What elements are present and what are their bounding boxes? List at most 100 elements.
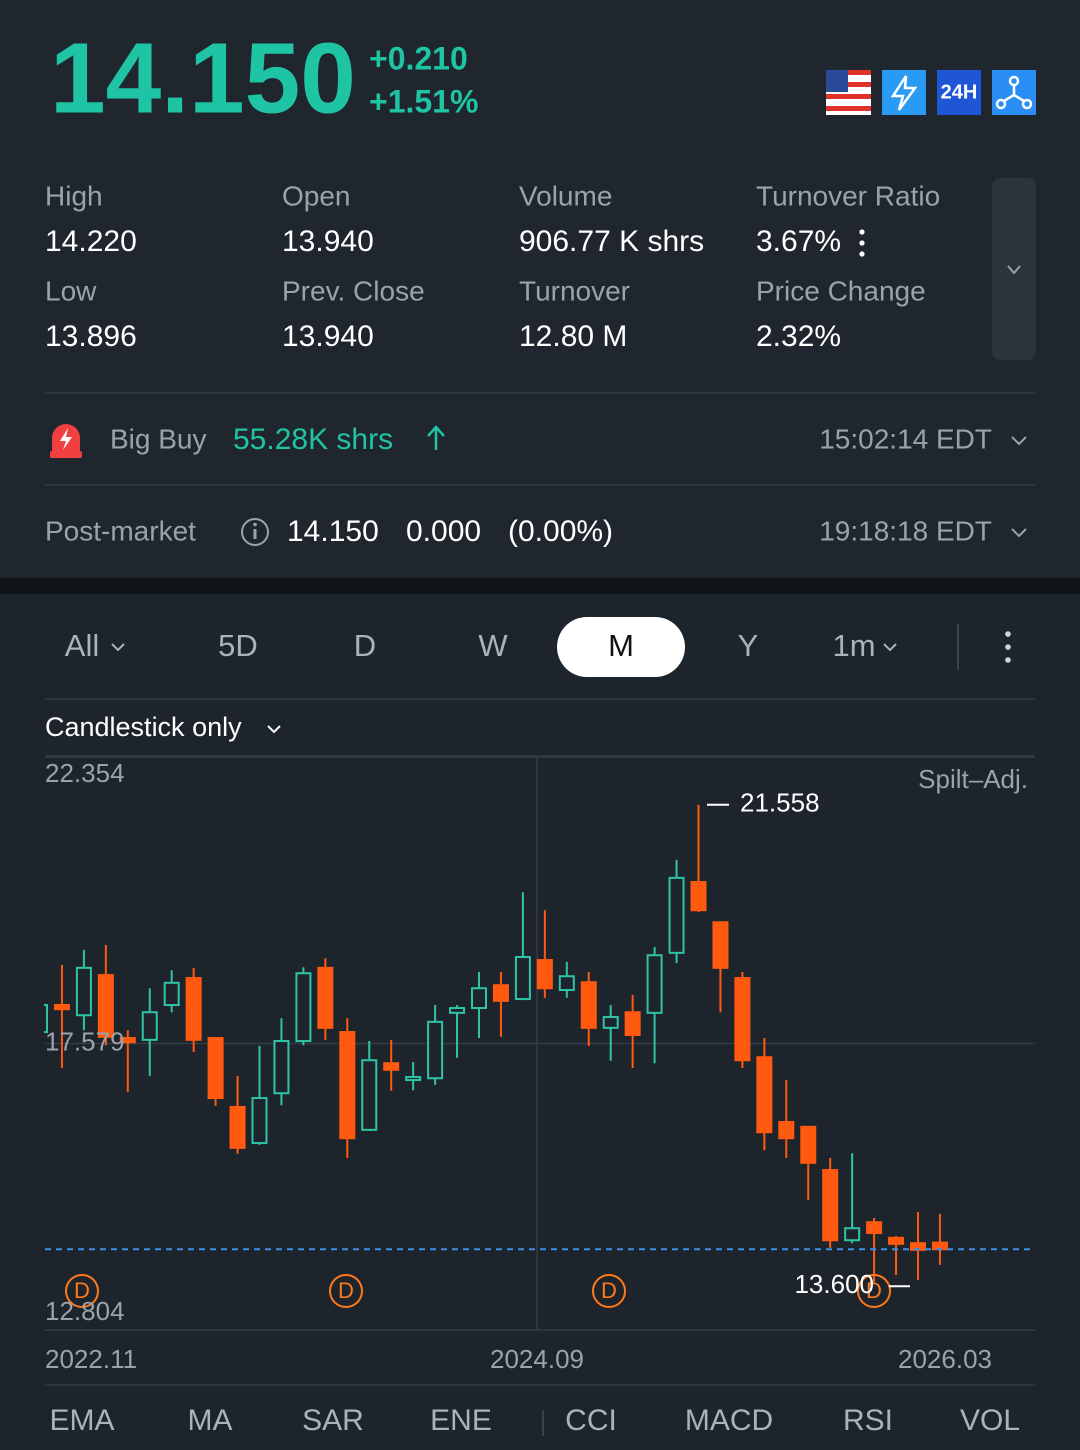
candle-body xyxy=(295,972,312,1043)
indicator-tabs: EMA MA SAR ENE CCI MACD RSI VOL xyxy=(49,1404,1020,1437)
high-label: 21.558 xyxy=(740,788,820,818)
expand-stats[interactable] xyxy=(992,178,1036,360)
big-buy-label: Big Buy xyxy=(110,423,207,454)
dividend-marker xyxy=(592,1274,626,1308)
candle-body xyxy=(361,1059,378,1131)
y-tick-label: 12.804 xyxy=(45,1296,125,1326)
tab-selected-pill xyxy=(557,617,685,677)
candle-body xyxy=(207,1037,224,1100)
big-buy-time[interactable]: 15:02:14 EDT xyxy=(819,423,992,454)
period-tab[interactable]: D xyxy=(354,628,376,663)
candle-body xyxy=(602,1016,619,1029)
tab-more[interactable] xyxy=(1005,631,1011,663)
candle-body xyxy=(405,1076,422,1082)
x-tick-label: 2026.03 xyxy=(898,1344,992,1374)
big-buy-amount: 55.28K shrs xyxy=(233,423,393,456)
indicator-tab[interactable]: RSI xyxy=(843,1404,893,1437)
indicator-tab[interactable]: CCI xyxy=(565,1404,617,1437)
price-change: +0.210 xyxy=(369,40,468,76)
stat-value: 14.220 xyxy=(45,225,137,258)
candle-body xyxy=(800,1125,817,1164)
stat-value: 906.77 K shrs xyxy=(519,225,704,258)
chevron[interactable] xyxy=(1011,528,1027,538)
candle-body xyxy=(427,1020,444,1080)
panel-gap xyxy=(0,578,1080,594)
chevron[interactable] xyxy=(1011,436,1027,446)
candle-body xyxy=(251,1097,268,1145)
candle-body xyxy=(844,1227,861,1242)
indicator-tab[interactable]: ENE xyxy=(430,1404,492,1437)
network-badge[interactable] xyxy=(992,70,1036,115)
post-market-change: 0.000 xyxy=(406,515,481,548)
big-buy-icon xyxy=(50,424,82,458)
badge-text: 24H xyxy=(941,81,978,103)
us-flag xyxy=(826,70,871,115)
indicator-tab[interactable]: MA xyxy=(188,1404,233,1437)
post-market-time[interactable]: 19:18:18 EDT xyxy=(819,515,992,546)
stat-label: Turnover Ratio xyxy=(756,180,940,211)
period-tab[interactable]: 5D xyxy=(218,628,258,663)
chevron[interactable] xyxy=(111,643,125,652)
24h-badge[interactable]: 24H xyxy=(937,70,981,115)
stat-value: 13.896 xyxy=(45,320,137,353)
candlestick-chart: Spilt–Adj. 2022.11 2024.09 2026.03 D D D D 22.3… xyxy=(44,756,1035,1374)
post-market-label: Post-market xyxy=(45,515,196,546)
x-tick-label: 2022.11 xyxy=(45,1344,137,1374)
candle-body xyxy=(185,977,202,1041)
y-tick-label: 17.579 xyxy=(45,1026,125,1056)
chevron[interactable] xyxy=(267,725,281,734)
candle-body xyxy=(449,1007,466,1014)
dividend-label: D xyxy=(601,1278,617,1303)
candle-body xyxy=(690,881,707,912)
stat-value: 12.80 M xyxy=(519,320,627,353)
chevron[interactable] xyxy=(883,643,897,652)
stat-value: 13.940 xyxy=(282,320,374,353)
stat-label: High xyxy=(45,180,103,211)
period-tab[interactable]: All xyxy=(65,628,99,663)
candle-body xyxy=(734,977,751,1062)
period-tab[interactable]: 1m xyxy=(832,628,875,663)
dividend-label: D xyxy=(866,1278,882,1303)
indicator-tab[interactable]: VOL xyxy=(960,1404,1020,1437)
price: 14.150 xyxy=(50,22,356,134)
indicator-tab[interactable]: SAR xyxy=(302,1404,364,1437)
low-label: 13.600 xyxy=(794,1269,874,1299)
chart-style[interactable]: Candlestick only xyxy=(45,712,242,742)
stat-label: Low xyxy=(45,275,97,306)
dividend-marker xyxy=(65,1274,99,1308)
candle-body xyxy=(492,984,509,1002)
period-tab[interactable]: M xyxy=(608,628,634,663)
candle-body xyxy=(778,1121,795,1140)
candle-body xyxy=(580,981,597,1029)
stats-grid: High 14.220 Open 13.940 Volume 906.77 K shrs T… xyxy=(45,180,940,353)
info-icon[interactable] xyxy=(241,518,269,546)
period-tabs: All 5D D W M Y 1m xyxy=(65,617,897,677)
candle-body xyxy=(44,1004,48,1034)
candle-body xyxy=(141,1011,158,1041)
post-market-change-pct: (0.00%) xyxy=(508,515,613,548)
dividend-marker xyxy=(857,1274,891,1308)
stat-value: 13.940 xyxy=(282,225,374,258)
candle-body xyxy=(317,966,334,1029)
lightning-badge[interactable] xyxy=(882,70,926,115)
up-arrow xyxy=(427,425,445,450)
candle-body xyxy=(339,1031,356,1140)
indicator-tab[interactable]: MACD xyxy=(685,1404,773,1437)
candle-body xyxy=(273,1040,290,1095)
stat-label: Volume xyxy=(519,180,612,211)
period-tab[interactable]: W xyxy=(478,628,508,663)
y-tick-label: 22.354 xyxy=(45,758,125,788)
candle-body xyxy=(75,966,92,1017)
plot-area xyxy=(44,804,948,1283)
candle-body xyxy=(97,974,114,1038)
dividend-marker xyxy=(329,1274,363,1308)
candle-body xyxy=(383,1062,400,1071)
indicator-tab[interactable]: EMA xyxy=(49,1404,114,1437)
candle-body xyxy=(646,954,663,1014)
period-tab[interactable]: Y xyxy=(738,628,759,663)
ratio-more[interactable] xyxy=(859,229,865,257)
candle-body xyxy=(163,981,180,1007)
candle-body xyxy=(229,1106,246,1149)
